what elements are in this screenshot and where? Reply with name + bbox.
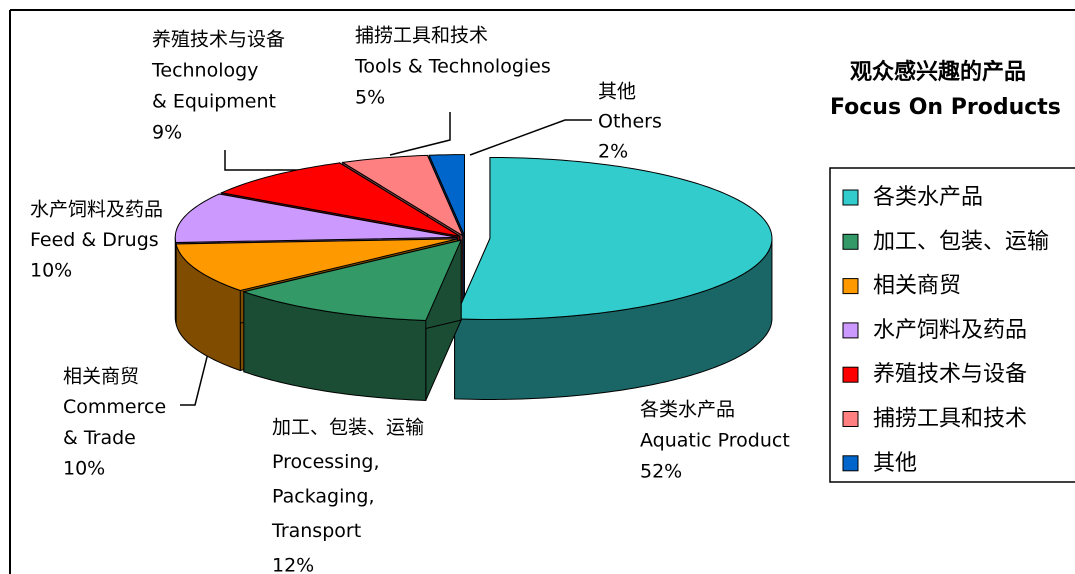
slice bbox=[175, 238, 458, 292]
leader-line bbox=[469, 119, 592, 156]
chart-title: 观众感兴趣的产品 bbox=[850, 59, 1026, 85]
legend-swatch bbox=[842, 411, 859, 427]
slice-label-en: Tools & Technologies bbox=[354, 56, 551, 78]
legend-swatch bbox=[842, 455, 859, 472]
slice-label-en: Commerce bbox=[63, 396, 166, 418]
slice-label-cn: 养殖技术与设备 bbox=[152, 29, 285, 51]
slice-label-en: Technology bbox=[151, 60, 258, 82]
slice-label-en: Aquatic Product bbox=[640, 430, 790, 452]
slice-label-cn: 各类水产品 bbox=[640, 399, 735, 421]
slice bbox=[242, 239, 463, 321]
slice-label-en: & Equipment bbox=[152, 91, 276, 113]
legend-label: 水产饲料及药品 bbox=[873, 318, 1027, 343]
slice-label-en: Transport bbox=[271, 520, 361, 542]
slice-label-cn: 捕捞工具和技术 bbox=[355, 25, 488, 47]
slice bbox=[174, 193, 458, 243]
leader-line bbox=[224, 150, 300, 171]
legend-box bbox=[829, 167, 1075, 483]
legend-label: 相关商贸 bbox=[873, 274, 961, 299]
value-label: 2% bbox=[598, 141, 628, 163]
legend-label: 加工、包装、运输 bbox=[873, 229, 1049, 254]
slice bbox=[341, 154, 464, 237]
value-label: 10% bbox=[30, 260, 72, 282]
slice-label-cn: 加工、包装、运输 bbox=[272, 417, 424, 439]
slice-label-cn: 水产饲料及药品 bbox=[30, 199, 163, 221]
legend-label: 捕捞工具和技术 bbox=[873, 407, 1027, 432]
legend-swatch bbox=[842, 189, 859, 206]
slice-label-en: & Trade bbox=[63, 427, 136, 449]
chart-subtitle: Focus On Products bbox=[830, 95, 1061, 120]
legend-swatch bbox=[842, 233, 859, 250]
pie bbox=[174, 154, 773, 401]
value-label: 52% bbox=[640, 461, 682, 483]
value-label: 5% bbox=[355, 87, 385, 109]
slice-label-cn: 其他 bbox=[598, 81, 636, 103]
slice-label-cn: 相关商贸 bbox=[63, 366, 139, 388]
slice-label-en: Feed & Drugs bbox=[30, 229, 159, 251]
value-label: 12% bbox=[272, 555, 314, 574]
slice bbox=[428, 154, 465, 236]
legend-label: 各类水产品 bbox=[873, 185, 983, 210]
slice-label-en: Processing, bbox=[272, 451, 380, 473]
value-label: 10% bbox=[63, 458, 105, 480]
legend-swatch bbox=[842, 278, 859, 295]
leader-line bbox=[180, 344, 211, 406]
legend-label: 养殖技术与设备 bbox=[873, 362, 1027, 387]
slice-label-en: Packaging, bbox=[272, 486, 375, 508]
slice bbox=[219, 162, 460, 237]
slice-label-en: Others bbox=[598, 111, 662, 133]
legend-label: 其他 bbox=[873, 451, 917, 476]
legend-swatch bbox=[842, 322, 859, 339]
slice bbox=[453, 156, 773, 320]
legend-swatch bbox=[842, 366, 859, 383]
leader-line bbox=[389, 112, 451, 156]
value-label: 9% bbox=[152, 122, 182, 144]
